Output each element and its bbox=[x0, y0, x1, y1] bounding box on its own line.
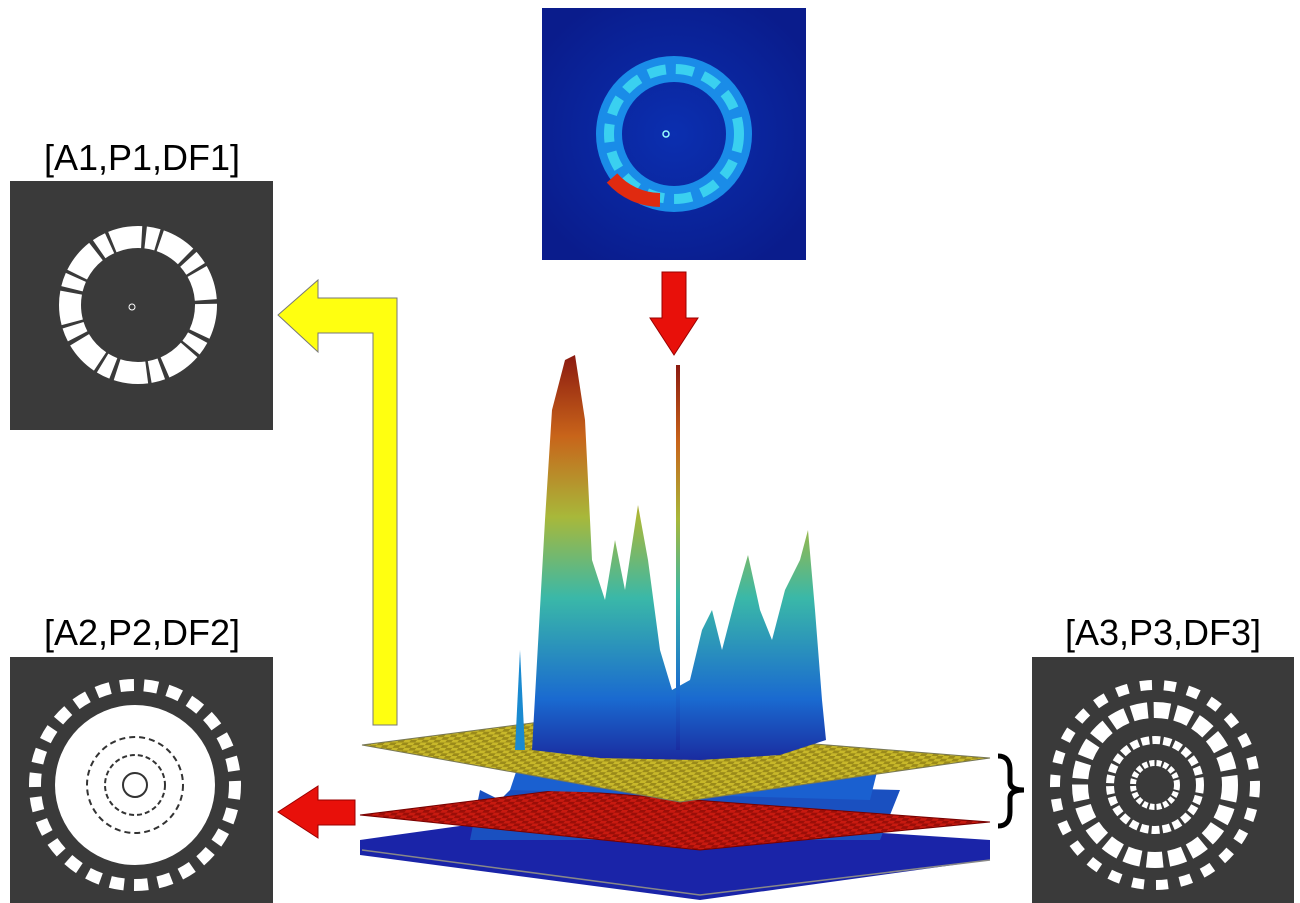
panel-label: [A1,P1,DF1] bbox=[44, 137, 240, 178]
arrow-left bbox=[278, 786, 355, 838]
diagram: [A1,P1,DF1] [A2,P2,DF2] [A3,P3,DF3] bbox=[0, 0, 1300, 903]
intensity-image bbox=[542, 8, 806, 260]
panel-label: [A3,P3,DF3] bbox=[1065, 612, 1261, 653]
brace bbox=[998, 756, 1024, 826]
binary-panel bbox=[10, 657, 273, 903]
arrow-down bbox=[650, 272, 698, 355]
binary-panel bbox=[1032, 657, 1294, 903]
surface-plot bbox=[360, 355, 990, 900]
binary-panel bbox=[10, 181, 273, 430]
arrow-feedback bbox=[278, 280, 397, 725]
panel-label: [A2,P2,DF2] bbox=[44, 612, 240, 653]
